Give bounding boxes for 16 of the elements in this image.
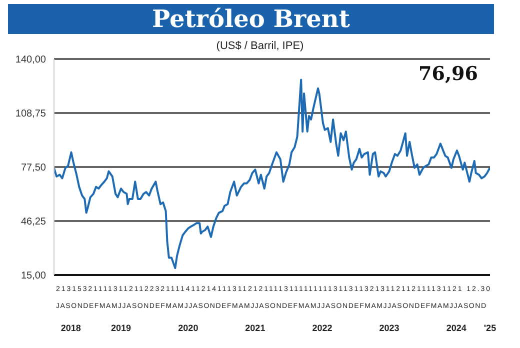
- annotation: 76,96: [418, 63, 478, 85]
- x-tick-label: 2021: [245, 323, 266, 333]
- x-tick-label: 2024: [446, 323, 466, 333]
- y-tick-label: 15,00: [20, 270, 46, 282]
- chart-title: Petróleo Brent: [8, 4, 494, 34]
- y-tick-label: 77,50: [20, 162, 46, 174]
- y-tick-label: 108,75: [15, 108, 46, 120]
- x-tick-label: '25: [484, 323, 496, 333]
- y-tick-label: 140,00: [15, 54, 46, 66]
- x-tick-label: 2018: [60, 323, 81, 333]
- chart-subtitle: (US$ / Barril, IPE): [215, 40, 305, 52]
- x-tick-label: 2022: [312, 323, 332, 333]
- x-tick-label: 2020: [178, 323, 198, 333]
- x-tick-label: 2019: [110, 323, 132, 333]
- x-tick-label: 2023: [379, 323, 400, 333]
- y-tick-label: 46,25: [20, 216, 46, 228]
